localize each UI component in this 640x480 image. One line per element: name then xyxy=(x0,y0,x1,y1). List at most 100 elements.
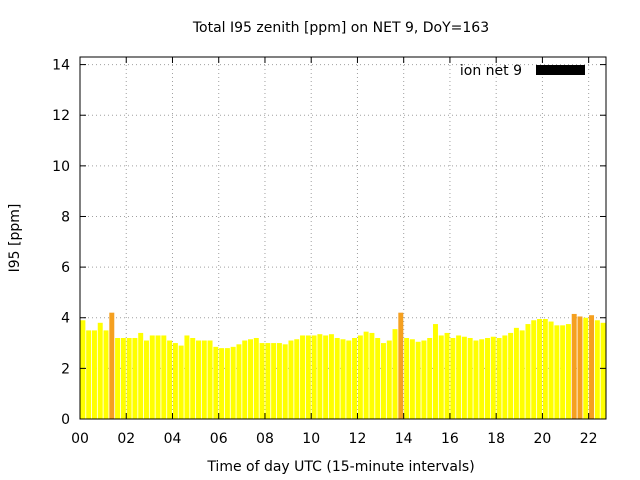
bar xyxy=(444,332,450,419)
bar xyxy=(178,345,184,419)
y-axis-label: I95 [ppm] xyxy=(7,204,23,273)
bar xyxy=(103,330,109,419)
x-tick-label: 10 xyxy=(302,431,320,447)
legend: ion net 9 xyxy=(460,63,585,79)
bar xyxy=(213,346,219,419)
bar xyxy=(467,337,473,419)
bar xyxy=(172,343,178,419)
bar xyxy=(577,316,583,419)
bar xyxy=(404,337,410,419)
x-axis: 00 02 04 06 08 10 12 14 16 18 20 22 xyxy=(71,57,598,447)
bar xyxy=(537,319,543,419)
bar xyxy=(300,335,306,419)
bar xyxy=(219,348,225,419)
bar xyxy=(242,340,248,419)
bar xyxy=(340,339,346,419)
bar xyxy=(230,346,236,419)
x-tick-label: 04 xyxy=(164,431,182,447)
bar xyxy=(190,337,196,419)
bar xyxy=(490,336,496,419)
x-tick-label: 18 xyxy=(487,431,505,447)
bar xyxy=(409,339,415,419)
bar xyxy=(167,340,173,419)
bar xyxy=(583,317,589,419)
y-tick-label: 14 xyxy=(52,58,70,74)
bar xyxy=(109,312,115,419)
bar xyxy=(485,337,490,419)
bar xyxy=(311,335,317,419)
bar xyxy=(80,320,86,419)
y-tick-label: 2 xyxy=(61,361,70,377)
y-tick-label: 10 xyxy=(52,159,70,175)
bar xyxy=(375,337,381,419)
bar xyxy=(369,332,375,419)
bar xyxy=(380,343,386,419)
bar xyxy=(508,332,514,419)
chart-title: Total I95 zenith [ppm] on NET 9, DoY=163 xyxy=(192,20,489,36)
bar xyxy=(207,340,213,419)
x-tick-label: 16 xyxy=(441,431,459,447)
bar xyxy=(554,325,560,419)
bar xyxy=(519,330,525,419)
x-tick-label: 20 xyxy=(534,431,552,447)
bar xyxy=(594,320,600,419)
bar xyxy=(433,324,438,419)
bar xyxy=(352,337,358,419)
bar xyxy=(565,324,571,419)
bar xyxy=(288,340,294,419)
bar xyxy=(323,335,329,419)
bar xyxy=(560,325,566,419)
bar xyxy=(450,337,456,419)
bar xyxy=(531,320,537,419)
bar xyxy=(294,339,300,419)
bar xyxy=(120,337,126,419)
bar xyxy=(97,322,103,419)
bar xyxy=(282,344,288,419)
bar xyxy=(398,312,404,419)
legend-label: ion net 9 xyxy=(460,63,522,79)
y-axis: 0 2 4 6 8 10 12 14 xyxy=(52,58,606,428)
bar xyxy=(525,324,531,419)
bar xyxy=(184,335,190,419)
bar xyxy=(196,340,201,419)
bar xyxy=(317,334,323,419)
bar xyxy=(357,335,363,419)
bar xyxy=(461,336,467,419)
bar xyxy=(571,313,577,419)
y-tick-label: 12 xyxy=(52,108,70,124)
bar xyxy=(473,340,479,419)
x-axis-label: Time of day UTC (15-minute intervals) xyxy=(206,459,474,475)
x-tick-label: 22 xyxy=(580,431,598,447)
bar xyxy=(589,315,595,419)
x-tick-label: 06 xyxy=(210,431,228,447)
bar xyxy=(363,331,369,419)
bar xyxy=(415,341,421,419)
y-tick-label: 0 xyxy=(61,412,70,428)
bar xyxy=(548,321,554,419)
bar xyxy=(427,337,433,419)
bars xyxy=(80,312,606,419)
y-tick-label: 8 xyxy=(61,209,70,225)
bar xyxy=(276,343,282,419)
bar xyxy=(236,344,242,419)
bar xyxy=(421,340,427,419)
bar xyxy=(496,337,502,419)
bar xyxy=(253,337,259,419)
legend-swatch xyxy=(536,65,585,75)
x-tick-label: 12 xyxy=(349,431,367,447)
bar xyxy=(513,327,519,419)
bar xyxy=(126,337,132,419)
bar xyxy=(143,340,149,419)
grid xyxy=(80,57,606,419)
bar xyxy=(86,330,92,419)
bar xyxy=(456,335,462,419)
bar xyxy=(132,337,138,419)
bar xyxy=(328,334,334,419)
x-tick-label: 08 xyxy=(256,431,274,447)
bar xyxy=(479,339,485,419)
bar xyxy=(392,329,398,419)
bar xyxy=(248,339,253,419)
bar xyxy=(155,335,161,419)
bar xyxy=(259,343,265,419)
